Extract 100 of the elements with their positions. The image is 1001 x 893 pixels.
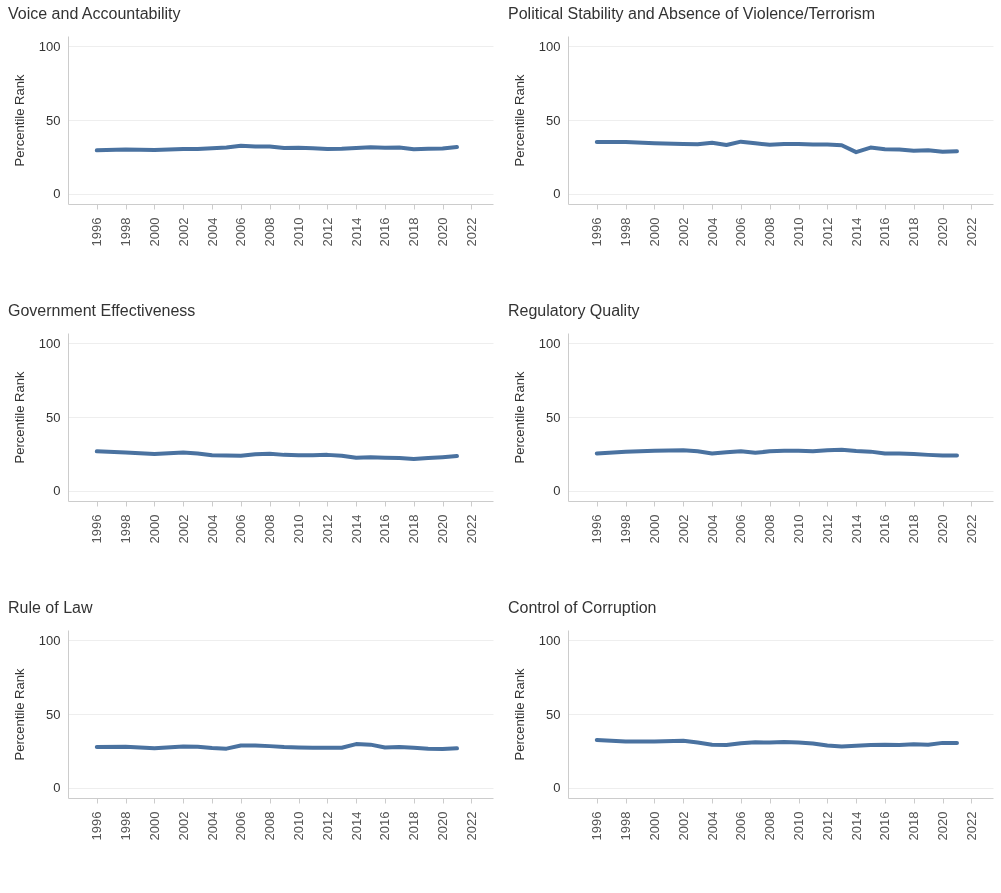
y-axis-title: Percentile Rank xyxy=(511,668,527,761)
x-tick-label: 2002 xyxy=(175,811,191,841)
y-tick-label: 50 xyxy=(546,706,561,722)
y-tick-label: 0 xyxy=(553,780,561,796)
y-tick-label: 100 xyxy=(38,335,61,351)
x-tick-label: 2014 xyxy=(848,217,864,247)
x-tick-label: 2022 xyxy=(963,217,979,247)
x-tick-label: 2014 xyxy=(348,811,364,841)
chart-title: Control of Corruption xyxy=(508,599,657,616)
x-tick-label: 2008 xyxy=(262,217,278,247)
x-tick-label: 2002 xyxy=(675,514,691,544)
x-tick-label: 1998 xyxy=(618,811,634,841)
x-tick-label: 1996 xyxy=(89,514,105,544)
line-series xyxy=(94,449,459,461)
y-tick-label: 0 xyxy=(53,483,61,499)
chart-title: Rule of Law xyxy=(8,599,93,616)
x-tick-label: 1998 xyxy=(618,514,634,544)
y-axis-title: Percentile Rank xyxy=(511,371,527,464)
x-tick-label: 2018 xyxy=(406,811,422,841)
x-tick-label: 2014 xyxy=(848,514,864,544)
x-tick-label: 2004 xyxy=(704,217,720,247)
x-tick-label: 1998 xyxy=(118,514,134,544)
x-tick-label: 2004 xyxy=(704,811,720,841)
x-tick-label: 2010 xyxy=(291,514,307,544)
x-tick-label: 2010 xyxy=(791,811,807,841)
x-tick-label: 2008 xyxy=(762,217,778,247)
line-series xyxy=(594,139,959,155)
chart-title: Government Effectiveness xyxy=(8,302,196,319)
x-tick-label: 2020 xyxy=(935,811,951,841)
x-tick-label: 2010 xyxy=(291,811,307,841)
y-tick-label: 100 xyxy=(38,632,61,648)
x-tick-label: 2020 xyxy=(935,217,951,247)
x-tick-label: 2000 xyxy=(146,811,162,841)
x-tick-label: 2012 xyxy=(319,514,335,544)
x-tick-label: 2004 xyxy=(204,217,220,247)
x-tick-label: 2020 xyxy=(435,514,451,544)
x-tick-label: 2006 xyxy=(733,811,749,841)
x-tick-label: 2022 xyxy=(463,514,479,544)
x-tick-label: 2020 xyxy=(435,217,451,247)
x-tick-label: 2022 xyxy=(463,217,479,247)
y-tick-label: 100 xyxy=(38,38,61,54)
x-tick-label: 2022 xyxy=(963,811,979,841)
x-tick-label: 2008 xyxy=(762,811,778,841)
y-axis-title: Percentile Rank xyxy=(11,74,27,167)
y-tick-label: 100 xyxy=(538,38,561,54)
x-tick-label: 2016 xyxy=(877,217,893,247)
chart-title: Voice and Accountability xyxy=(8,5,181,22)
line-series xyxy=(594,737,959,749)
x-tick-label: 2018 xyxy=(406,217,422,247)
y-tick-label: 50 xyxy=(46,409,61,425)
x-tick-label: 2002 xyxy=(175,514,191,544)
y-tick-label: 50 xyxy=(546,409,561,425)
y-axis-title: Percentile Rank xyxy=(11,371,27,464)
y-tick-label: 100 xyxy=(538,335,561,351)
x-tick-label: 2012 xyxy=(819,514,835,544)
y-tick-label: 50 xyxy=(546,112,561,128)
chart-title: Political Stability and Absence of Violence/Terrorism xyxy=(508,5,875,22)
x-tick-label: 2002 xyxy=(675,811,691,841)
x-tick-label: 2006 xyxy=(733,514,749,544)
x-tick-label: 2008 xyxy=(262,514,278,544)
x-tick-label: 2022 xyxy=(463,811,479,841)
x-tick-label: 2016 xyxy=(377,811,393,841)
y-tick-label: 0 xyxy=(53,780,61,796)
x-tick-label: 2006 xyxy=(733,217,749,247)
x-tick-label: 2002 xyxy=(175,217,191,247)
x-tick-label: 1996 xyxy=(89,217,105,247)
x-tick-label: 2000 xyxy=(646,514,662,544)
x-tick-label: 2010 xyxy=(791,514,807,544)
x-tick-label: 2010 xyxy=(291,217,307,247)
x-tick-label: 2018 xyxy=(906,514,922,544)
x-tick-label: 2020 xyxy=(935,514,951,544)
y-tick-label: 50 xyxy=(46,706,61,722)
x-tick-label: 2000 xyxy=(646,217,662,247)
y-tick-label: 0 xyxy=(53,186,61,202)
x-tick-label: 2020 xyxy=(435,811,451,841)
x-tick-label: 2014 xyxy=(348,217,364,247)
x-tick-label: 1998 xyxy=(118,811,134,841)
x-tick-label: 2016 xyxy=(377,514,393,544)
x-tick-label: 2018 xyxy=(906,811,922,841)
x-tick-label: 2006 xyxy=(233,217,249,247)
x-tick-label: 2006 xyxy=(233,514,249,544)
x-tick-label: 2000 xyxy=(646,811,662,841)
y-tick-label: 50 xyxy=(46,112,61,128)
y-axis-title: Percentile Rank xyxy=(11,668,27,761)
x-tick-label: 1996 xyxy=(589,514,605,544)
y-tick-label: 0 xyxy=(553,483,561,499)
x-tick-label: 1998 xyxy=(118,217,134,247)
x-tick-label: 2012 xyxy=(319,217,335,247)
x-tick-label: 2012 xyxy=(319,811,335,841)
x-tick-label: 2008 xyxy=(262,811,278,841)
x-tick-label: 2012 xyxy=(819,811,835,841)
x-tick-label: 2004 xyxy=(704,514,720,544)
x-tick-label: 2014 xyxy=(848,811,864,841)
x-tick-label: 2014 xyxy=(348,514,364,544)
x-tick-label: 2022 xyxy=(963,514,979,544)
y-axis-title: Percentile Rank xyxy=(511,74,527,167)
x-tick-label: 2016 xyxy=(377,217,393,247)
chart-title: Regulatory Quality xyxy=(508,302,640,319)
x-tick-label: 2006 xyxy=(233,811,249,841)
x-tick-label: 1996 xyxy=(589,217,605,247)
